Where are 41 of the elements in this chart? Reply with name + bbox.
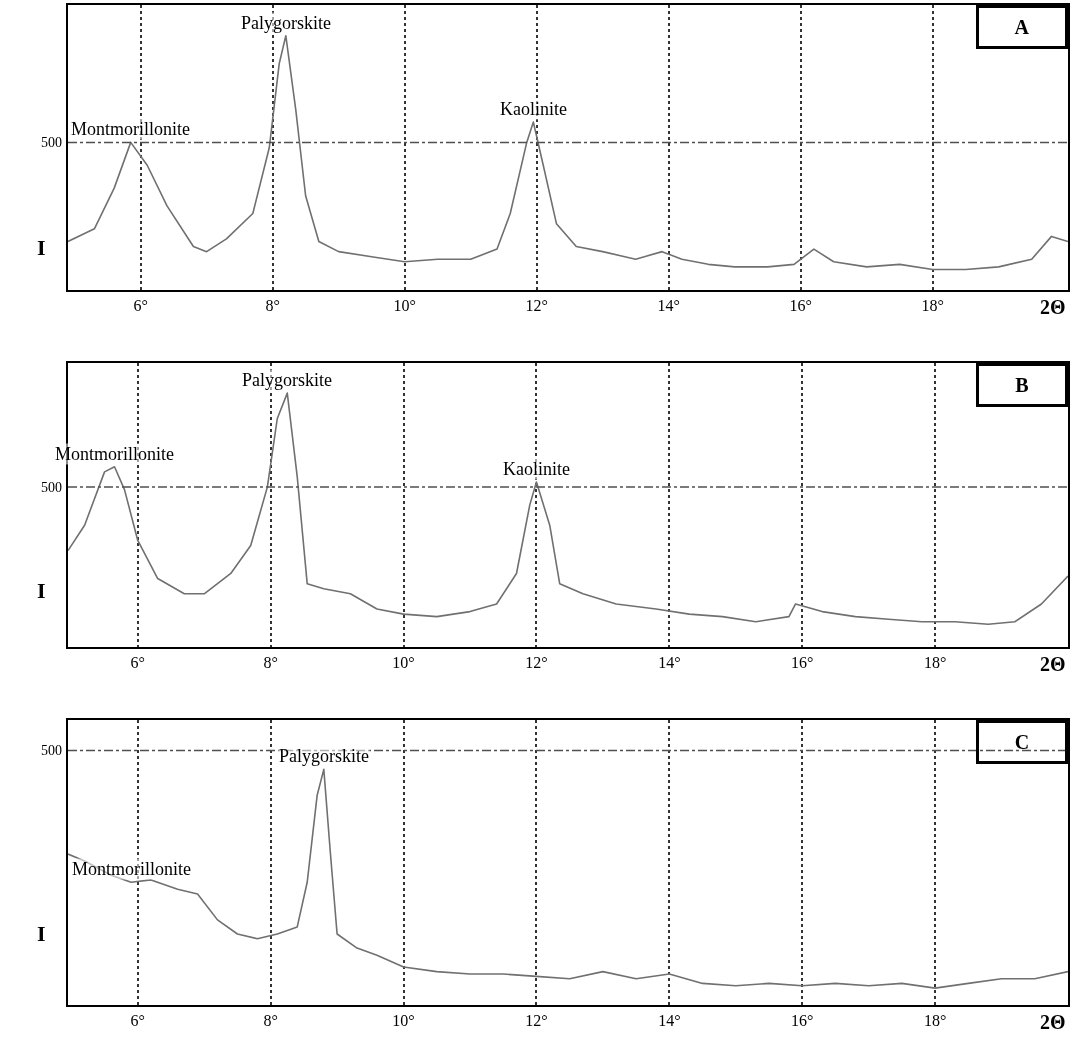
y-axis-title: I [37,578,46,603]
x-tick-label: 10° [392,654,415,672]
annotation: Palygorskite [241,13,331,33]
x-tick-label: 6° [130,654,145,672]
annotation: Palygorskite [242,370,332,390]
x-tick-label: 18° [921,296,944,314]
x-tick-label: 10° [392,1011,415,1029]
x-tick-label: 16° [791,654,814,672]
x-axis-title: 2Θ [1040,1011,1066,1033]
x-tick-label: 8° [263,654,278,672]
text: 500 [41,480,62,495]
x-tick-label: 10° [393,296,416,314]
annotation: Montmorillonite [72,859,192,879]
annotation: Montmorillonite [55,444,175,464]
x-tick-label: 8° [263,1011,278,1029]
x-tick-label: 18° [923,1011,947,1029]
chart-title: C [1014,731,1030,753]
x-tick-label: 18° [923,654,947,672]
text: 500 [41,743,62,758]
x-tick-label: 16° [789,296,812,314]
x-tick-label: 14° [657,296,680,314]
x-tick-label: 14° [658,654,681,672]
annotation: Montmorillonite [71,119,191,139]
x-tick-label: 6° [130,1011,145,1029]
annotation: Kaolinite [503,459,570,479]
x-tick-label: 12° [525,296,548,314]
x-tick-label: 16° [791,1011,814,1029]
x-tick-label: 12° [525,654,548,672]
text: 500 [41,135,62,150]
x-tick-label: 14° [658,1011,681,1029]
x-axis-title: 2Θ [1040,653,1066,675]
x-tick-label: 12° [525,1011,548,1029]
y-axis-title: I [37,235,46,260]
annotation: Kaolinite [500,99,567,119]
annotation: Palygorskite [279,746,369,766]
x-axis-title: 2Θ [1040,296,1066,318]
chart-title: B [1015,374,1029,396]
x-tick-label: 6° [133,296,148,314]
chart-title: A [1014,16,1030,38]
x-tick-label: 8° [265,296,280,314]
y-axis-title: I [37,921,46,946]
